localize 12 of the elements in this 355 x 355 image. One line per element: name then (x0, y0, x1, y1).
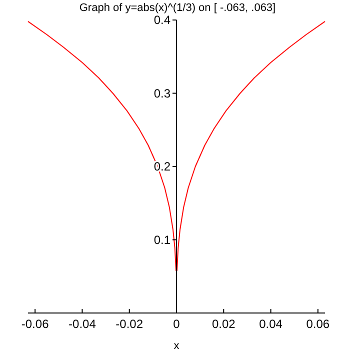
x-tick-label: 0.02 (212, 317, 236, 331)
y-tick-label: 0.1 (154, 232, 171, 247)
chart-title: Graph of y=abs(x)^(1/3) on [ -.063, .063] (79, 2, 276, 14)
x-axis-title: x (174, 340, 180, 352)
x-tick-label: -0.04 (68, 317, 96, 331)
x-tick-label: 0.04 (259, 317, 283, 331)
x-tick-label: 0 (173, 317, 180, 331)
x-tick-label: -0.02 (116, 317, 144, 331)
x-tick-label: -0.06 (21, 317, 50, 331)
y-tick-label: 0.3 (154, 86, 171, 100)
y-tick-label: 0.4 (154, 13, 171, 28)
x-tick-label: 0.06 (306, 317, 330, 331)
